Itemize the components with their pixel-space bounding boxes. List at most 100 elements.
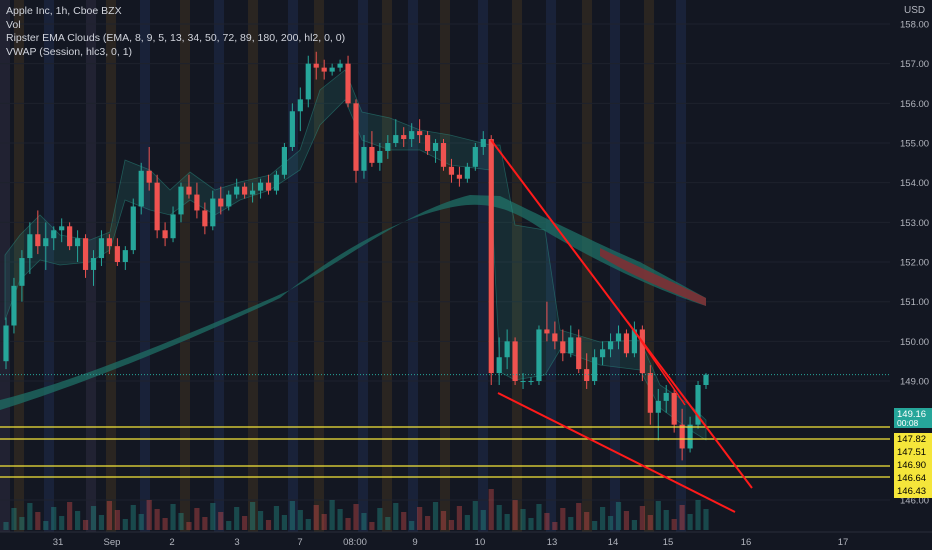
candle [544, 301, 550, 342]
volume-bar [464, 515, 470, 530]
candle [35, 210, 41, 255]
candle [393, 119, 399, 147]
volume-bar [162, 518, 168, 530]
time-tick-label: 13 [547, 537, 558, 548]
candle [552, 321, 558, 350]
volume-bar [329, 500, 335, 530]
price-tick-label: 149.00 [900, 377, 929, 388]
session-band [14, 0, 24, 532]
volume-bar [432, 502, 439, 530]
candle [218, 186, 224, 215]
session-band [408, 0, 418, 532]
volume-bar [281, 515, 288, 530]
volume-bar [663, 510, 669, 530]
candle [464, 162, 470, 183]
price-tick-label: 158.00 [900, 20, 929, 31]
candle [599, 341, 606, 366]
volume-bar [496, 505, 502, 530]
volume-bar [154, 509, 160, 530]
volume-bar [401, 512, 407, 530]
price-axis-ticks: 158.00 157.00 156.00 155.00 154.00 153.00 152.… [900, 20, 929, 507]
volume-bar [639, 506, 645, 530]
volume-bar [488, 489, 494, 530]
trend-line-lower [497, 392, 736, 513]
candle [273, 170, 280, 195]
level-price-tag: 146.43 [894, 485, 932, 498]
session-band [644, 0, 654, 532]
volume-bar [520, 509, 526, 530]
candle [512, 337, 518, 385]
chart-legend: Apple Inc, 1h, Cboe BZX Vol Ripster EMA … [6, 5, 345, 59]
candle [130, 198, 136, 255]
candle [146, 146, 152, 191]
volume-bar [321, 514, 327, 530]
candle [138, 162, 144, 215]
candle [178, 182, 184, 223]
volume-bar [695, 500, 701, 530]
trend-line-upper [490, 139, 753, 489]
candle [528, 377, 534, 385]
volume-bar [106, 501, 113, 530]
grid-lines [0, 23, 890, 501]
volume-bar [19, 517, 25, 530]
price-tick-label: 146.00 [900, 496, 929, 507]
candle [440, 139, 447, 171]
volume-bar [114, 510, 120, 530]
volume-bar [35, 512, 41, 530]
time-tick-label: 31 [53, 537, 64, 548]
candle [623, 329, 630, 358]
candle [631, 321, 638, 358]
volume-bar [186, 522, 192, 530]
volume-bar [353, 504, 359, 530]
candle [584, 353, 590, 389]
legend-symbol-title[interactable]: Apple Inc, 1h, Cboe BZX [6, 5, 122, 17]
candle [385, 135, 391, 159]
legend-vwap[interactable]: VWAP (Session, hlc3, 0, 1) [6, 45, 133, 58]
volume-bar [528, 518, 534, 530]
candle [687, 416, 693, 453]
volume-bar [504, 514, 510, 530]
volume-bar [671, 519, 677, 530]
legend-volume[interactable]: Vol [6, 18, 21, 31]
candle [210, 190, 216, 231]
volume-bar [82, 520, 89, 530]
session-band [248, 0, 258, 532]
legend-ema-clouds[interactable]: Ripster EMA Clouds (EMA, 8, 9, 5, 13, 34… [6, 32, 346, 44]
candle [170, 206, 176, 243]
currency-label: USD [904, 5, 926, 16]
session-band [288, 0, 298, 532]
candle [257, 178, 264, 199]
candle [592, 349, 598, 385]
volume-bar [592, 521, 598, 530]
candle [353, 99, 359, 183]
candle [281, 143, 288, 179]
candle [401, 127, 407, 147]
session-band [478, 0, 488, 532]
volume-bar [297, 510, 303, 530]
candle [154, 174, 160, 239]
volume-bar [584, 512, 590, 530]
candle [234, 178, 240, 199]
volume-bar [345, 518, 351, 530]
session-band [582, 0, 592, 532]
volume-bar [43, 521, 49, 530]
volume-bar [361, 513, 367, 530]
volume-bar [599, 507, 606, 530]
candle [162, 222, 168, 247]
price-tick-label: 152.00 [900, 258, 929, 269]
volume-bar [194, 508, 200, 530]
candle [122, 246, 128, 270]
candle [504, 329, 510, 370]
volume-bar [576, 503, 582, 530]
ema-cloud-red [600, 248, 706, 306]
candle [703, 373, 709, 389]
volume-bar [67, 502, 73, 530]
time-axis-background[interactable] [0, 532, 932, 550]
candle [194, 182, 200, 219]
volume-bar [417, 507, 423, 530]
time-tick-label: 15 [663, 537, 674, 548]
volume-bar [703, 509, 709, 530]
candle [313, 51, 319, 80]
candle [361, 135, 367, 179]
